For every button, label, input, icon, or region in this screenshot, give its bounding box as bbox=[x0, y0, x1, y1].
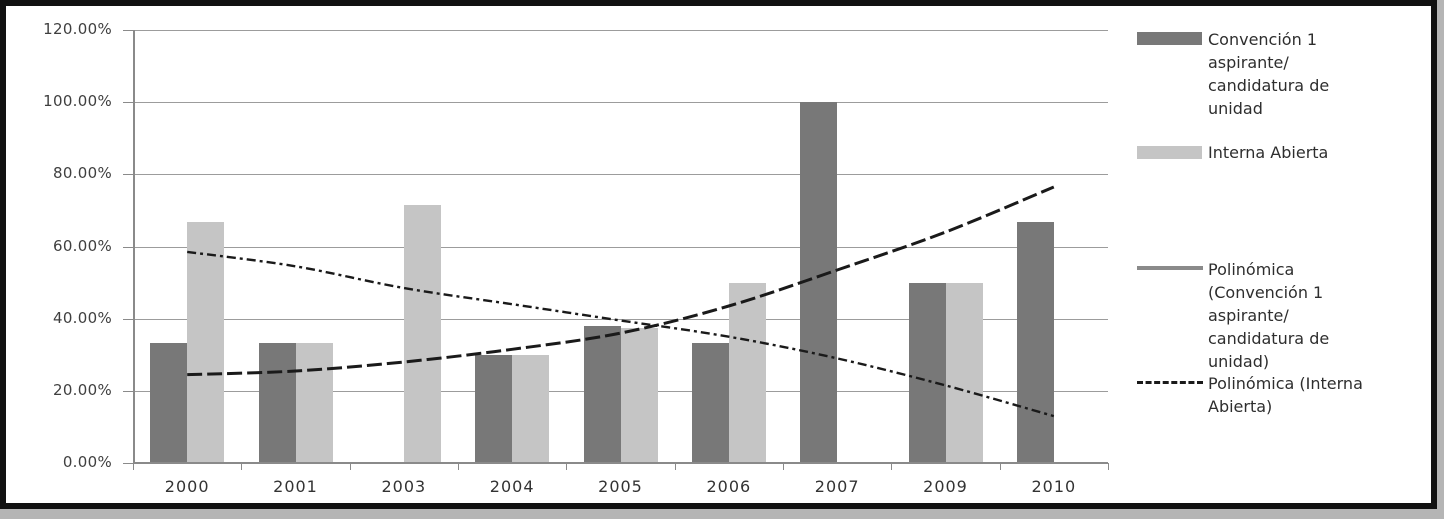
y-gridline bbox=[133, 246, 1108, 248]
y-axis-label: 0.00% bbox=[62, 453, 112, 471]
y-axis-tick bbox=[123, 246, 133, 248]
bar-convencion-2007 bbox=[800, 102, 838, 463]
legend-swatch-polinomica-interna bbox=[1137, 381, 1203, 384]
legend-label-interna: Interna Abierta bbox=[1208, 143, 1329, 162]
bar-interna-2001 bbox=[295, 342, 333, 463]
bar-convencion-2010 bbox=[1016, 222, 1054, 463]
y-axis-label: 120.00% bbox=[43, 20, 112, 38]
bar-interna-2004 bbox=[512, 354, 550, 463]
y-axis-tick bbox=[123, 102, 133, 104]
legend: Convención 1 aspirante/ candidatura de u… bbox=[1137, 0, 1437, 519]
bar-convencion-2005 bbox=[583, 325, 621, 463]
x-axis-label: 2005 bbox=[598, 477, 643, 496]
x-axis-label: 2001 bbox=[273, 477, 318, 496]
bar-interna-2003 bbox=[403, 205, 441, 463]
bar-convencion-2001 bbox=[258, 342, 296, 463]
x-axis-label: 2010 bbox=[1031, 477, 1077, 496]
y-gridline bbox=[133, 174, 1108, 176]
y-gridline bbox=[133, 318, 1108, 320]
bar-convencion-2009 bbox=[908, 282, 946, 463]
y-axis-line bbox=[133, 30, 135, 463]
y-axis-tick bbox=[123, 463, 133, 464]
legend-swatch-polinomica-convencion bbox=[1137, 266, 1203, 270]
x-axis-tick bbox=[674, 463, 676, 470]
legend-label-convencion: Convención 1 aspirante/ candidatura de u… bbox=[1208, 30, 1330, 118]
legend-label-polinomica-interna: Polinómica (Interna Abierta) bbox=[1208, 374, 1363, 416]
y-axis-label: 20.00% bbox=[53, 380, 112, 399]
x-axis-label: 2006 bbox=[706, 477, 752, 496]
y-axis-label: 100.00% bbox=[43, 92, 112, 111]
bar-interna-2009 bbox=[945, 282, 983, 463]
x-axis-label: 2009 bbox=[923, 477, 968, 496]
legend-label-polinomica-convencion: Polinómica (Convención 1 aspirante/ cand… bbox=[1208, 260, 1330, 371]
x-axis-tick bbox=[1108, 463, 1109, 470]
bar-interna-2006 bbox=[728, 282, 766, 463]
bar-interna-2000 bbox=[187, 222, 225, 463]
legend-swatch-interna bbox=[1137, 146, 1202, 159]
bar-convencion-2004 bbox=[475, 354, 513, 463]
bar-interna-2005 bbox=[620, 327, 658, 463]
trendline-polinomica-interna bbox=[187, 250, 1055, 418]
x-axis-label: 2004 bbox=[489, 477, 535, 496]
bar-convencion-2000 bbox=[150, 342, 188, 463]
y-axis-tick bbox=[123, 30, 133, 31]
x-axis-label: 2007 bbox=[814, 477, 860, 496]
trendline-polinomica-convencion bbox=[187, 185, 1055, 377]
x-axis-tick bbox=[891, 463, 893, 470]
bar-convencion-2006 bbox=[691, 342, 729, 463]
y-axis-label: 80.00% bbox=[53, 164, 112, 183]
y-gridline bbox=[133, 30, 1108, 31]
x-axis-label: 2003 bbox=[381, 477, 427, 496]
y-axis-tick bbox=[123, 174, 133, 176]
y-axis-tick bbox=[123, 318, 133, 320]
x-axis-tick bbox=[999, 463, 1001, 470]
x-axis-tick bbox=[458, 463, 459, 470]
y-axis-label: 60.00% bbox=[53, 236, 112, 255]
y-axis-label: 40.00% bbox=[53, 308, 112, 327]
x-axis-tick bbox=[133, 463, 134, 470]
x-axis-tick bbox=[566, 463, 568, 470]
y-axis-tick bbox=[123, 390, 133, 392]
y-gridline bbox=[133, 102, 1108, 104]
legend-swatch-convencion bbox=[1137, 32, 1202, 45]
x-axis-tick bbox=[241, 463, 243, 470]
x-axis-tick bbox=[783, 463, 784, 470]
x-axis-line bbox=[133, 462, 1108, 464]
x-axis-label: 2000 bbox=[164, 477, 210, 496]
x-axis-tick bbox=[349, 463, 351, 470]
